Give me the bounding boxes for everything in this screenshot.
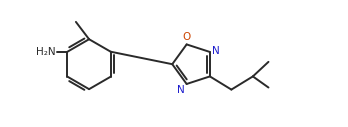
Text: N: N [177, 85, 184, 95]
Text: N: N [212, 46, 220, 56]
Text: H₂N: H₂N [36, 47, 56, 57]
Text: O: O [182, 32, 191, 42]
